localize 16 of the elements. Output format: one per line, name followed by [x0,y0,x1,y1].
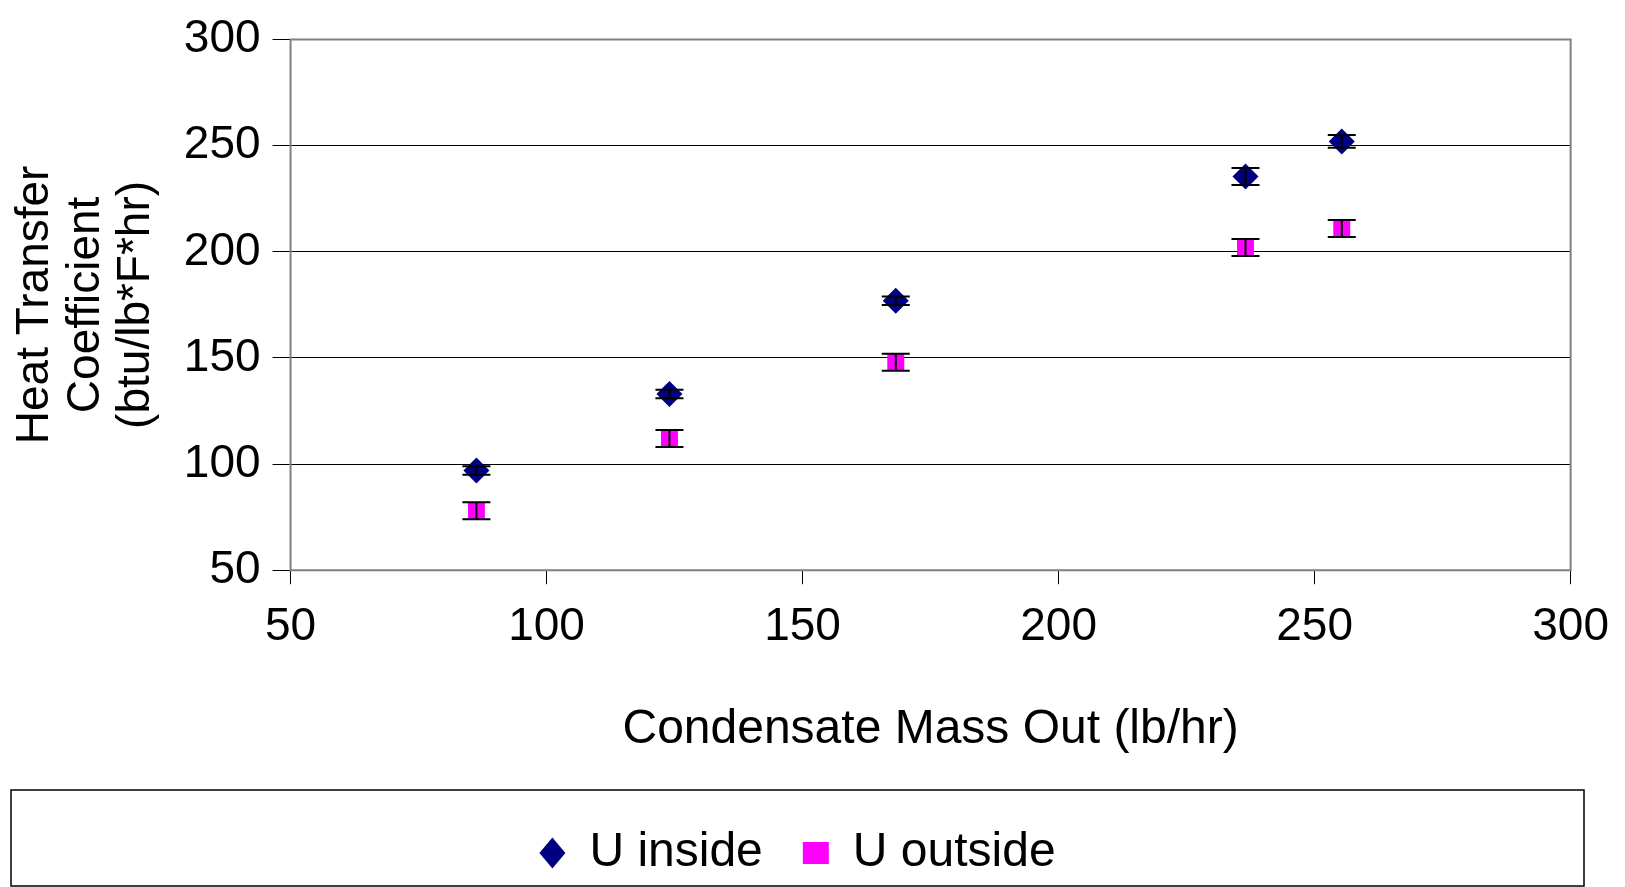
y-tick-label: 150 [183,328,261,381]
legend-label: U inside [589,823,763,877]
x-tick-label: 200 [1020,598,1097,651]
y-tick-label: 200 [183,222,261,275]
x-tick-label: 250 [1276,598,1353,651]
y-tick-label: 100 [183,434,261,487]
x-axis-title: Condensate Mass Out (lb/hr) [622,700,1239,754]
y-axis-title: Heat Transfer Coefficient (btu/lb*F*hr) [5,165,160,445]
y-tick-label: 50 [209,540,261,593]
x-tick-label: 300 [1532,598,1609,651]
x-tick-label: 150 [764,598,841,651]
x-tick-label: 100 [508,598,585,651]
x-tick-label: 50 [264,598,317,651]
y-tick-label: 300 [183,10,261,63]
legend-label: U outside [852,823,1056,877]
y-tick-label: 250 [183,116,261,169]
